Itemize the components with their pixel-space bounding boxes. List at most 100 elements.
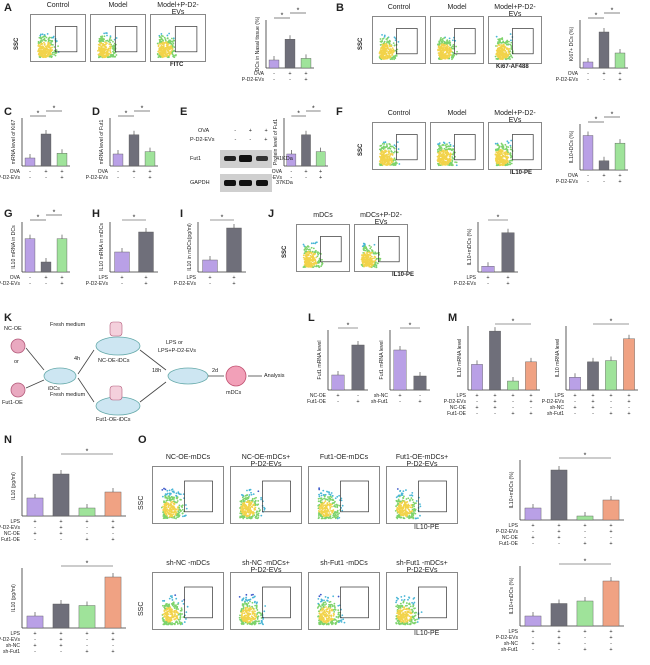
bar	[128, 134, 140, 167]
wb-band-name: GAPDH	[190, 180, 210, 186]
gate-box	[54, 26, 78, 53]
bar	[602, 580, 620, 627]
bar	[507, 380, 519, 391]
condition-sign: +	[144, 281, 147, 287]
condition-sign: +	[557, 635, 560, 641]
y-axis-label: IL10+DCs (%)	[569, 130, 575, 163]
condition-label: sh-Fut1	[501, 647, 518, 653]
bar	[623, 338, 635, 391]
condition-sign: +	[33, 631, 36, 637]
y-axis-label: IL10 in mDCs(pg/ml)	[187, 223, 193, 271]
condition-sign: -	[112, 531, 114, 537]
condition-sign: +	[60, 169, 63, 175]
schematic-k	[10, 321, 262, 416]
condition-sign: +	[304, 77, 307, 83]
flow-plot: Model+P-D2-EVs	[488, 110, 542, 170]
flow-x-axis-label: IL10-PE	[414, 524, 440, 531]
flow-scatter	[302, 236, 342, 269]
condition-sign: +	[609, 629, 612, 635]
condition-label: sh-Fut1	[547, 411, 564, 417]
panel-label-g: G	[4, 208, 13, 220]
condition-label: P-D2-EVs	[0, 637, 20, 643]
condition-sign: -	[290, 169, 292, 175]
bar	[582, 135, 594, 171]
bar	[413, 375, 427, 391]
panel-label-e: E	[180, 106, 188, 118]
condition-sign: +	[583, 629, 586, 635]
flow-scatter	[238, 586, 291, 626]
bar	[56, 152, 68, 167]
condition-label: Fut1-OE	[1, 537, 21, 543]
y-axis-label: IL10+mDCs (%)	[509, 577, 515, 614]
flow-scatter	[317, 480, 369, 520]
condition-sign: +	[59, 637, 62, 643]
condition-sign: +	[493, 393, 496, 399]
gate-box	[512, 28, 534, 55]
bar	[614, 142, 626, 171]
flow-plot: Control	[372, 110, 426, 170]
gate-box	[320, 236, 342, 263]
condition-label: LPS	[509, 629, 519, 635]
condition-sign: +	[557, 535, 560, 541]
condition-sign: -	[558, 541, 560, 547]
condition-sign: +	[33, 643, 36, 649]
flow-scatter	[239, 480, 291, 520]
panel-label-j: J	[268, 208, 275, 220]
condition-sign: +	[44, 169, 47, 175]
wb-blot-gapdh	[220, 174, 272, 192]
condition-label: P-D2-EVs	[496, 529, 519, 535]
cell-icon	[10, 338, 26, 398]
condition-sign: +	[609, 541, 612, 547]
arrow-icon	[25, 347, 262, 403]
condition-sign: +	[493, 405, 496, 411]
condition-sign: +	[493, 399, 496, 405]
condition-sign: +	[475, 393, 478, 399]
condition-sign: +	[627, 393, 630, 399]
condition-label: LPS	[467, 275, 477, 281]
flow-scatter	[436, 134, 476, 167]
condition-sign: -	[530, 405, 532, 411]
condition-sign: +	[557, 641, 560, 647]
condition-sign: -	[487, 281, 489, 287]
flow-plot: sh-Fut1 -mDCs	[308, 560, 380, 630]
condition-sign: +	[132, 169, 135, 175]
condition-sign: +	[486, 275, 489, 281]
gate-box	[340, 480, 369, 513]
panel-label-h: H	[92, 208, 100, 220]
bar	[393, 349, 407, 391]
y-axis-label: IL10 mRNA in DCs	[11, 225, 17, 269]
gate-box	[396, 28, 418, 55]
condition-sign: -	[532, 635, 534, 641]
gate-box	[262, 586, 291, 619]
condition-label: NC-OE	[310, 393, 327, 399]
condition-sign: +	[44, 275, 47, 281]
condition-sign: +	[591, 399, 594, 405]
gate-box	[454, 28, 476, 55]
wb-sign: -	[249, 137, 252, 143]
wb-sign: +	[264, 128, 268, 134]
gate-box	[184, 480, 213, 513]
condition-sign: -	[610, 399, 612, 405]
condition-sign: -	[610, 641, 612, 647]
gate-box	[512, 134, 534, 161]
condition-sign: -	[273, 77, 275, 83]
condition-sign: +	[618, 173, 621, 179]
condition-sign: +	[304, 169, 307, 175]
bar	[489, 330, 501, 391]
condition-label: LPS	[509, 523, 519, 529]
bar	[52, 473, 70, 517]
condition-label: OVA	[10, 275, 21, 281]
condition-label: OVA	[272, 169, 283, 175]
flow-plot-title: Fut1-OE-mDCs	[319, 454, 369, 461]
significance-star: *	[610, 319, 613, 326]
y-axis-label: IL10 (pg/ml)	[11, 472, 17, 500]
bar	[24, 238, 36, 273]
y-axis-label: Fut1 mRNA level	[379, 341, 385, 380]
condition-sign: +	[609, 523, 612, 529]
dendritic-cell-icon	[225, 365, 247, 387]
condition-sign: -	[574, 399, 576, 405]
bar	[351, 344, 365, 391]
flow-x-axis-label: Ki67-AF488	[496, 64, 529, 70]
condition-label: LPS	[11, 519, 21, 525]
condition-sign: -	[494, 411, 496, 417]
